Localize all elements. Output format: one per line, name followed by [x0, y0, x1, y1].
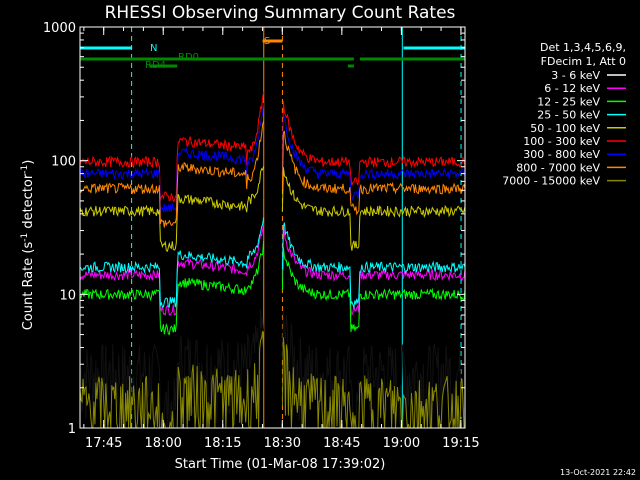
x-tick-label: 18:15: [204, 436, 241, 451]
y-axis-label: Count Rate (s-1 detector-1): [20, 160, 36, 331]
y-axis-label-main: Count Rate (s: [21, 242, 36, 331]
y-axis-label-end: ): [21, 160, 36, 165]
x-tick-label: 18:00: [144, 436, 181, 451]
legend-header-line2: FDecim 1, Att 0: [541, 55, 626, 68]
legend-entry-label: 6 - 12 keV: [544, 82, 600, 95]
state-bar-label: RD4: [145, 60, 166, 71]
state-bar-label: N: [150, 43, 157, 54]
plot-frame: [79, 26, 466, 429]
chart-title: RHESSI Observing Summary Count Rates: [105, 3, 456, 23]
axes: 1000 100 10 1 17:45 18:00 18:15 18:30 18:45 19:00…: [43, 21, 480, 451]
legend-entry-label: 50 - 100 keV: [530, 122, 600, 135]
y-axis-label-mid: detector: [21, 173, 36, 233]
legend: Det 1,3,4,5,6,9, FDecim 1, Att 0 3 - 6 k…: [502, 41, 626, 188]
x-tick-label: 17:45: [85, 436, 122, 451]
y-tick-label: 1: [68, 422, 76, 437]
legend-entry-label: 7000 - 15000 keV: [502, 175, 600, 188]
x-tick-label: 18:30: [264, 436, 301, 451]
y-tick-label: 1000: [43, 21, 76, 36]
series-layer: [79, 91, 466, 429]
state-bar-label: RD0: [178, 52, 199, 63]
legend-entry-label: 800 - 7000 keV: [516, 161, 600, 174]
legend-entry-label: 300 - 800 keV: [523, 148, 600, 161]
legend-entry-label: 100 - 300 keV: [523, 135, 600, 148]
series-line: [79, 166, 466, 253]
series-line: [79, 217, 466, 310]
legend-entry-label: 3 - 6 keV: [551, 69, 600, 82]
x-axis-label: Start Time (01-Mar-08 17:39:02): [175, 457, 386, 472]
legend-header-line1: Det 1,3,4,5,6,9,: [540, 41, 626, 54]
y-axis-label-sup2: -1: [20, 165, 30, 174]
plot-area: [131, 27, 462, 428]
state-bars: N RD0 RD4 S: [80, 36, 465, 71]
series-line: [79, 240, 466, 336]
series-line: [79, 223, 466, 317]
x-tick-label: 19:15: [442, 436, 479, 451]
x-tick-label: 19:00: [383, 436, 420, 451]
series-line: [79, 120, 466, 228]
series-line: [79, 91, 466, 203]
y-tick-label: 100: [51, 155, 76, 170]
legend-entry-label: 25 - 50 keV: [537, 109, 600, 122]
y-tick-label: 10: [59, 288, 76, 303]
series-line: [79, 102, 466, 214]
x-tick-label: 18:45: [323, 436, 360, 451]
timestamp: 13-Oct-2021 22:42: [560, 468, 636, 477]
legend-entry-label: 12 - 25 keV: [537, 95, 600, 108]
state-bar-label: S: [264, 36, 270, 47]
y-axis-label-sup1: -1: [20, 233, 30, 242]
